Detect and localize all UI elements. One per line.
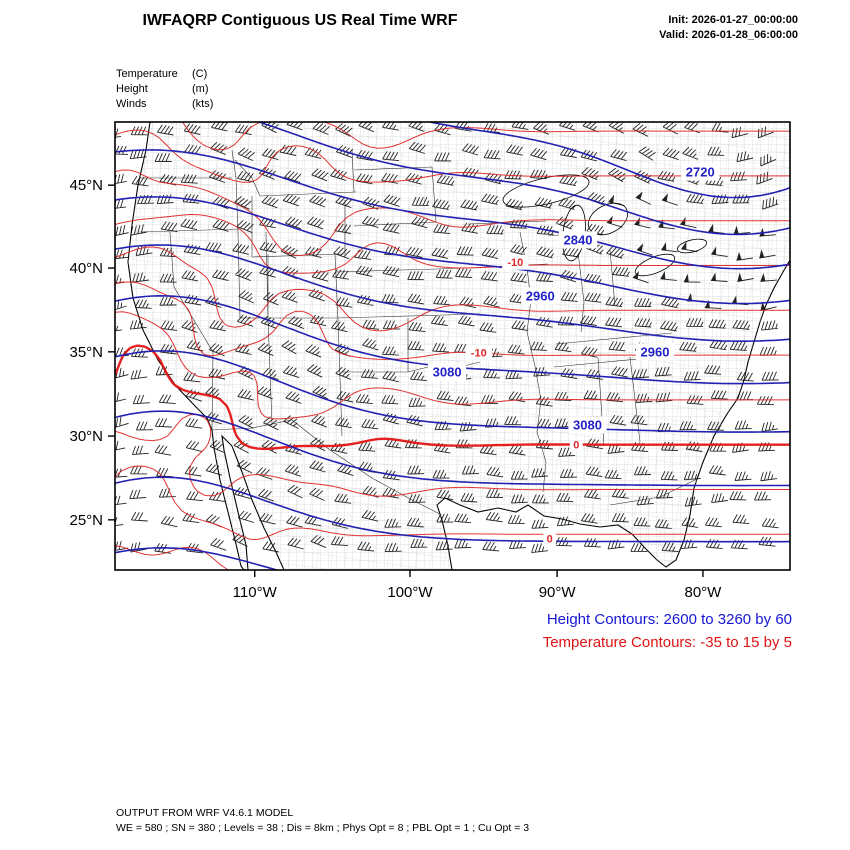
legend-row-temperature: Temperature (C) (116, 68, 208, 80)
x-axis-tick-label: 90°W (539, 584, 577, 601)
y-axis-tick-label: 45°N (69, 177, 103, 194)
field-legend: Temperature (C) Height (m) Winds (kts) (116, 67, 213, 112)
model-footer: OUTPUT FROM WRF V4.6.1 MODEL WE = 580 ; … (116, 806, 529, 835)
y-axis-tick-label: 25°N (69, 512, 103, 529)
contour-label-box (543, 531, 557, 547)
map-frame (114, 121, 791, 571)
valid-timestamp: Valid: 2026-01-28_06:00:00 (659, 29, 798, 42)
contour-label-box (569, 437, 583, 453)
contour-label: -10 (507, 257, 523, 269)
contour-label-box (558, 231, 598, 249)
contour-label: 2840 (564, 232, 593, 247)
contour-label-box (568, 416, 607, 434)
contour-captions: Height Contours: 2600 to 3260 by 60 Temp… (543, 608, 792, 655)
contour-label: 3080 (433, 365, 462, 380)
land-layer (127, 122, 790, 570)
contour-label: 2960 (641, 344, 670, 359)
contour-label-box (521, 287, 560, 305)
height-contour-layer (115, 122, 790, 570)
contour-label: 0 (547, 533, 553, 545)
footer-line-2: WE = 580 ; SN = 380 ; Levels = 38 ; Dis … (116, 821, 530, 834)
y-axis-tick-label: 40°N (69, 260, 103, 277)
y-axis-tick-label: 30°N (69, 428, 103, 445)
contour-label: 2720 (686, 165, 715, 180)
init-timestamp: Init: 2026-01-27_00:00:00 (668, 14, 798, 26)
x-axis-tick-label: 80°W (685, 584, 723, 601)
contour-label: -10 (471, 348, 487, 360)
contour-label: 2960 (526, 288, 555, 303)
legend-row-winds: Winds (kts) (116, 97, 214, 110)
height-contour-caption: Height Contours: 2600 to 3260 by 60 (546, 611, 792, 628)
footer-line-1: OUTPUT FROM WRF V4.6.1 MODEL (116, 807, 294, 819)
contour-label-layer: 2720 2840 2960 2960 3080 3080 -10 -10 0 0 (427, 163, 720, 547)
x-axis-tick-label: 100°W (387, 584, 433, 601)
contour-label-box (465, 345, 492, 361)
contour-label-box (427, 363, 467, 381)
legend-row-height: Height (m) (116, 82, 209, 95)
page-title: IWFAQRP Contiguous US Real Time WRF (142, 12, 458, 29)
contour-label-box (681, 163, 720, 181)
x-axis-tick-label: 110°W (233, 584, 278, 601)
temperature-contour-caption: Temperature Contours: -35 to 15 by 5 (542, 634, 792, 652)
contour-label: 3080 (573, 417, 602, 432)
contour-label-box (502, 254, 529, 270)
contour-label-box (635, 343, 675, 361)
run-metadata: Init: 2026-01-27_00:00:00 Valid: 2026-01… (659, 13, 798, 44)
wind-barb-layer (115, 122, 779, 554)
y-axis-tick-label: 35°N (69, 344, 103, 361)
contour-label: 0 (573, 439, 579, 451)
axis-layer: 45°N 40°N 35°N 30°N 25°N 110°W 100°W 90°W 80°W (69, 177, 722, 601)
